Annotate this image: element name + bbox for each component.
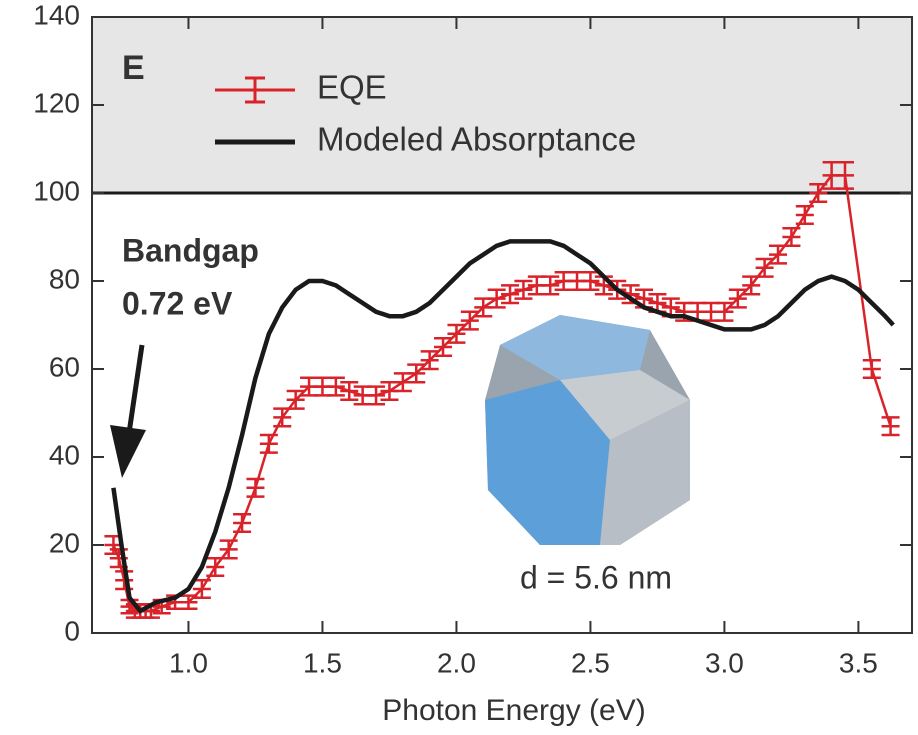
error-bar [434,336,453,358]
error-bar [286,389,305,410]
error-bar [581,270,600,292]
legend-entry: Modeled Absorptance [215,121,636,158]
error-bar [862,358,881,380]
background-layer [92,17,912,193]
crystal-face [560,370,690,440]
crystal-face [600,400,690,545]
x-tick-label: 2.0 [437,647,476,678]
error-bar [246,477,265,498]
annotation-arrowhead [110,425,146,478]
x-axis-label: Photon Energy (eV) [382,694,645,727]
error-bar [769,244,788,265]
error-bar [219,539,238,560]
error-bar [795,204,814,226]
error-bar [259,433,278,454]
x-tick-label: 1.5 [303,647,342,678]
shaded-region [92,17,912,193]
error-bar [836,160,855,190]
error-bar [728,288,747,309]
legend-swatch [215,76,295,104]
error-bar [179,594,198,611]
annotation: Bandgap [122,232,259,268]
error-bar [554,270,573,292]
error-bar [273,407,292,428]
y-tick-label: 20 [49,527,80,558]
y-tick-label: 100 [33,175,80,206]
error-bar [206,556,225,578]
error-bar [675,301,694,322]
error-bar [541,275,560,296]
error-bar [109,548,128,569]
y-tick-label: 40 [49,439,80,470]
error-bar [104,534,123,556]
error-bar [621,284,640,305]
error-bar [809,182,828,204]
error-bar [192,578,211,600]
x-tick-label: 2.5 [571,647,610,678]
y-tick-label: 80 [49,263,80,294]
annotation: d = 5.6 nm [520,559,672,595]
error-bar [340,380,359,402]
error-bar [635,288,654,309]
series-line [112,174,892,613]
error-bar [380,380,399,402]
plot-frame [91,16,913,634]
x-tick-label: 1.0 [169,647,208,678]
crystal-face [485,380,610,545]
error-bar [755,257,774,278]
error-bar [648,292,667,314]
y-tick-label: 120 [33,87,80,118]
error-bar [527,275,546,296]
error-bar [233,512,252,534]
x-tick-label: 3.5 [839,647,878,678]
error-bar [742,275,761,296]
error-bar [782,226,801,248]
annotation-arrow [125,344,145,441]
error-bar [661,297,680,318]
y-tick-label: 60 [49,351,80,382]
error-bar [822,160,841,190]
plot-layer: 0 20 40 60 80 100 120 140 1.0 1.5 2.0 2.5 3.0 3.5 EQE M… [33,0,913,678]
x-tick-label: 3.0 [705,647,744,678]
error-bar [568,270,587,292]
error-bar [688,301,707,322]
y-tick-label: 140 [33,0,80,30]
legend-label: Modeled Absorptance [317,121,636,158]
error-bar [353,385,372,406]
error-bar [715,301,734,322]
error-bar [420,350,439,371]
y-tick-label: 0 [64,615,80,646]
error-bar [313,376,332,397]
error-bar [514,279,533,300]
error-bar [501,284,520,305]
error-bar [474,297,493,318]
error-bar [487,288,506,309]
error-bar [393,372,412,393]
nanocrystal-illustration [485,315,690,545]
error-bar [447,323,466,344]
error-bar [367,385,386,406]
error-bar [407,363,426,384]
legend-entry: EQE [215,69,387,106]
error-bar [881,416,900,437]
error-bar [702,301,721,322]
error-bar [460,310,479,331]
series-line [111,239,895,614]
error-bar [300,376,319,397]
error-bar [326,376,345,397]
legend-label: EQE [317,69,387,106]
crystal-face [500,315,650,380]
annotation: 0.72 eV [122,285,233,321]
panel-label: E [122,49,145,87]
